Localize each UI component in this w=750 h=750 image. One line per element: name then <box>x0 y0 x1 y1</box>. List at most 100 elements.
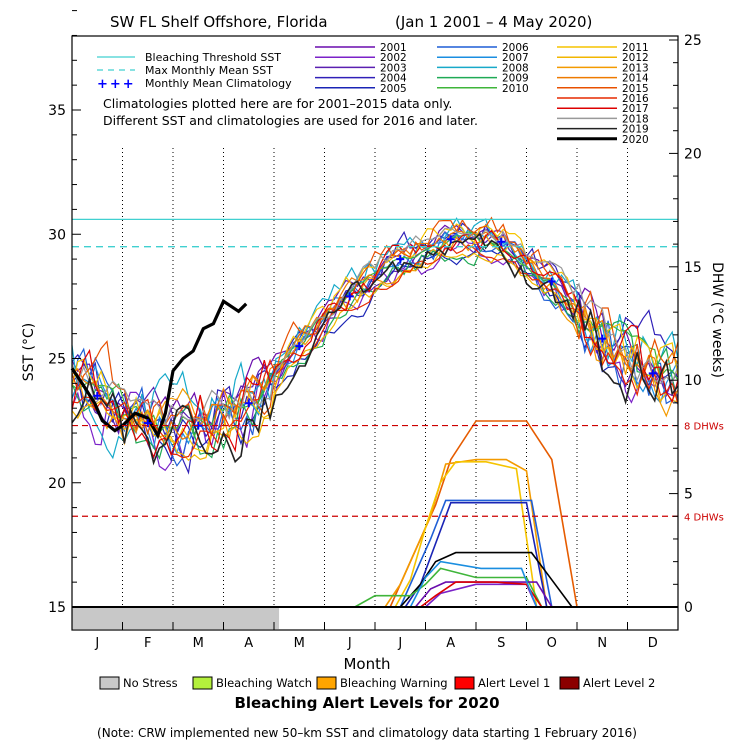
month-label: A <box>446 636 455 651</box>
climatology-marker <box>295 342 304 351</box>
legend-max-mean-label: Max Monthly Mean SST <box>145 64 273 77</box>
dhw-line <box>394 460 538 608</box>
sst-line-2015 <box>71 216 679 436</box>
month-label: M <box>294 636 305 651</box>
alert-label: Alert Level 1 <box>478 676 550 690</box>
legend-year-2017: 2017 <box>622 103 649 115</box>
legend-year-2013: 2013 <box>622 62 649 74</box>
month-label: F <box>144 636 151 651</box>
sst-line-2019 <box>71 232 679 466</box>
sst-tick-label: 20 <box>48 476 66 492</box>
legend-year-2008: 2008 <box>502 62 529 74</box>
climatology-marker <box>345 292 354 301</box>
legend-note-1: Climatologies plotted here are for 2001–… <box>103 96 452 111</box>
climatology-marker <box>93 391 102 400</box>
legend-year-2010: 2010 <box>502 83 529 95</box>
dhw-line <box>384 458 548 608</box>
alert-label: No Stress <box>123 676 178 690</box>
sst-line-2013 <box>71 234 679 446</box>
legend-year-2003: 2003 <box>380 62 407 74</box>
dhw-line <box>399 551 573 608</box>
climatology-marker <box>396 255 405 264</box>
legend-year-2019: 2019 <box>622 124 649 136</box>
month-label: J <box>347 636 352 651</box>
climatology-marker <box>648 369 657 378</box>
legend-year-2004: 2004 <box>380 73 407 85</box>
legend-notes: Climatologies plotted here are for 2001–… <box>103 96 478 128</box>
axes: 15 20 25 30 35 0 5 10 15 20 25 J F M A M J J A S O N D <box>48 10 702 651</box>
alert-label: Alert Level 2 <box>583 676 655 690</box>
dhw-tick-label: 20 <box>684 146 702 162</box>
alert-swatch <box>99 676 120 690</box>
legend-year-2020: 2020 <box>622 134 649 146</box>
sst-line-2010 <box>71 231 679 439</box>
chart-header: SW FL Shelf Offshore, Florida (Jan 1 200… <box>110 13 592 31</box>
sst-line-2017 <box>71 229 679 459</box>
month-label: J <box>94 636 99 651</box>
legend-note-2: Different SST and climatologies are used… <box>103 113 478 128</box>
reference-lines: 8 DHWs 4 DHWs <box>72 218 724 608</box>
dhw-tick-label: 5 <box>684 487 693 503</box>
legend-climatology-marker: +++ <box>97 77 136 92</box>
legend-year-2018: 2018 <box>622 113 649 125</box>
dhw-tick-label: 15 <box>684 260 702 276</box>
legend-year-2006: 2006 <box>502 42 529 54</box>
legend-year-2014: 2014 <box>622 73 649 85</box>
dhw-tick-label: 10 <box>684 373 702 389</box>
sst-tick-label: 30 <box>48 227 66 243</box>
chart-title-left: SW FL Shelf Offshore, Florida <box>110 13 328 31</box>
climatology-marker <box>244 399 253 408</box>
alert-label: Bleaching Warning <box>340 676 448 690</box>
sst-tick-label: 35 <box>48 103 66 119</box>
legend-climatology-label: Monthly Mean Climatology <box>145 77 292 90</box>
y-axis-label-right: DHW (°C weeks) <box>709 262 725 378</box>
dhw-line <box>399 499 553 608</box>
x-axis-label: Month <box>343 655 390 673</box>
legend-year-2009: 2009 <box>502 73 529 85</box>
sst-tick-label: 15 <box>48 600 66 616</box>
month-label: S <box>497 636 505 651</box>
dhw-line <box>409 560 538 608</box>
dhw-tick-label: 0 <box>684 600 693 616</box>
legend-year-2001: 2001 <box>380 42 407 54</box>
month-label: J <box>397 636 402 651</box>
legend-year-2005: 2005 <box>380 83 407 95</box>
sst-line-2012 <box>71 252 679 462</box>
month-label: M <box>193 636 204 651</box>
alert-legend-title: Bleaching Alert Levels for 2020 <box>234 694 499 712</box>
month-label: O <box>547 636 557 651</box>
footnote: (Note: CRW implemented new 50–km SST and… <box>97 726 637 740</box>
alert-swatch <box>559 676 580 690</box>
month-label: A <box>244 636 253 651</box>
alert-swatch <box>316 676 337 690</box>
month-label: D <box>648 636 658 651</box>
alert-swatch <box>454 676 475 690</box>
sst-tick-label: 25 <box>48 352 66 368</box>
legend-threshold-label: Bleaching Threshold SST <box>145 51 281 64</box>
climatology-marker <box>497 237 506 246</box>
y-axis-label-left: SST (°C) <box>21 323 37 381</box>
dhw-tick-label: 25 <box>684 33 702 49</box>
sst-line-2016 <box>71 244 679 459</box>
climatology-marker <box>446 235 455 244</box>
legend-year-2016: 2016 <box>622 93 649 105</box>
legend-year-2015: 2015 <box>622 83 649 95</box>
dhw-layer <box>354 420 578 608</box>
sst-line-2018 <box>71 227 679 427</box>
legend-year-2011: 2011 <box>622 42 649 54</box>
legend-year-2002: 2002 <box>380 52 407 64</box>
alert-swatch <box>192 676 213 690</box>
series-layer <box>70 216 679 475</box>
legend-year-2007: 2007 <box>502 52 529 64</box>
month-label: N <box>597 636 607 651</box>
alert-label: Bleaching Watch <box>216 676 312 690</box>
alert-level-legend: No Stress Bleaching Watch Bleaching Warnin… <box>99 676 655 690</box>
legend-year-2012: 2012 <box>622 52 649 64</box>
climatology-marker <box>547 277 556 286</box>
alert-band-segment <box>72 607 280 629</box>
climatology-marker <box>598 334 607 343</box>
dhw-ref-label: 4 DHWs <box>684 512 724 523</box>
dhw-ref-label: 8 DHWs <box>684 422 724 433</box>
